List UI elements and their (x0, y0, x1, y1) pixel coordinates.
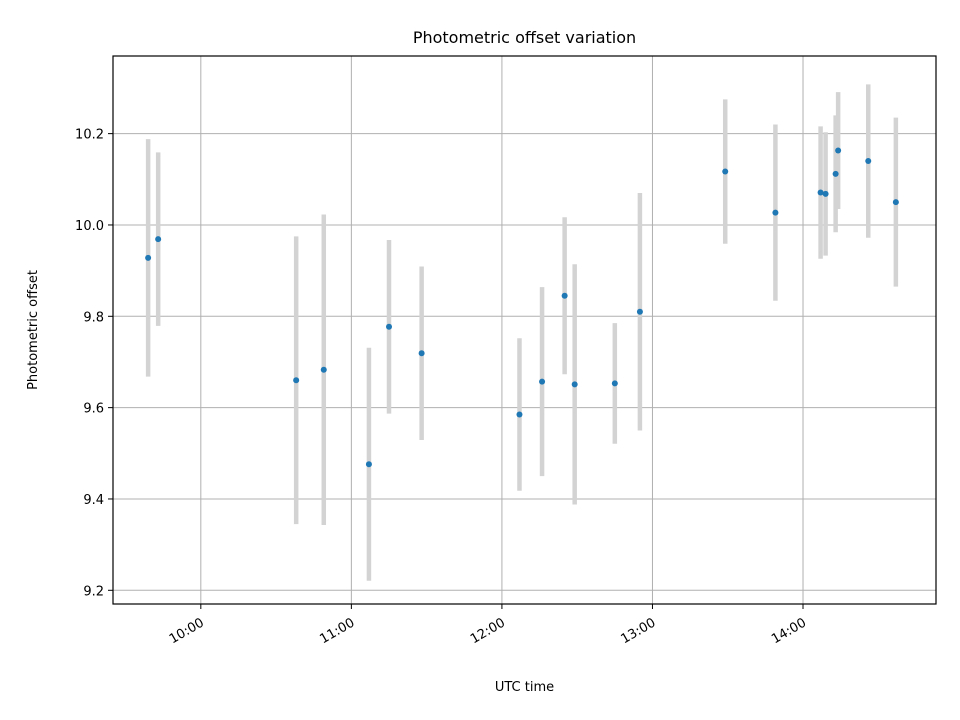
x-axis-ticks: 10:00 11:00 12:00 13:00 14:00 (167, 604, 809, 647)
y-axis-ticks: 9.2 9.4 9.6 9.8 10.0 10.2 (75, 128, 113, 599)
data-point (516, 411, 523, 418)
x-tick-label: 12:00 (468, 615, 508, 647)
chart-title: Photometric offset variation (413, 28, 636, 47)
x-tick-label: 14:00 (769, 615, 809, 647)
data-point (832, 170, 839, 177)
x-tick-label: 13:00 (619, 615, 659, 647)
plot-frame (112, 55, 937, 605)
y-tick-label: 10.0 (75, 219, 104, 234)
data-point (636, 308, 643, 315)
data-point (892, 199, 899, 206)
data-point (561, 292, 568, 299)
x-tick-label: 11:00 (317, 615, 357, 647)
y-axis-label: Photometric offset (26, 270, 41, 390)
data-point (418, 350, 425, 357)
data-point (722, 168, 729, 175)
y-tick-label: 9.6 (83, 402, 104, 417)
data-point (835, 147, 842, 154)
x-axis-label: UTC time (495, 680, 554, 695)
x-tick-label: 10:00 (167, 615, 207, 647)
data-point (772, 209, 779, 216)
data-point (320, 366, 327, 373)
data-point (386, 323, 393, 330)
data-point (145, 254, 152, 261)
y-tick-label: 9.4 (83, 493, 104, 508)
y-tick-label: 9.2 (83, 584, 104, 599)
data-point (539, 378, 546, 385)
data-point (365, 461, 372, 468)
y-tick-label: 9.8 (83, 310, 104, 325)
data-point (822, 190, 829, 197)
data-point (611, 380, 618, 387)
error-bars (145, 84, 899, 581)
data-point (571, 381, 578, 388)
data-point (865, 158, 872, 165)
data-point (155, 236, 162, 243)
data-point (817, 189, 824, 196)
data-points (145, 147, 899, 468)
data-point (293, 377, 300, 384)
grid (113, 56, 936, 604)
y-tick-label: 10.2 (75, 128, 104, 143)
